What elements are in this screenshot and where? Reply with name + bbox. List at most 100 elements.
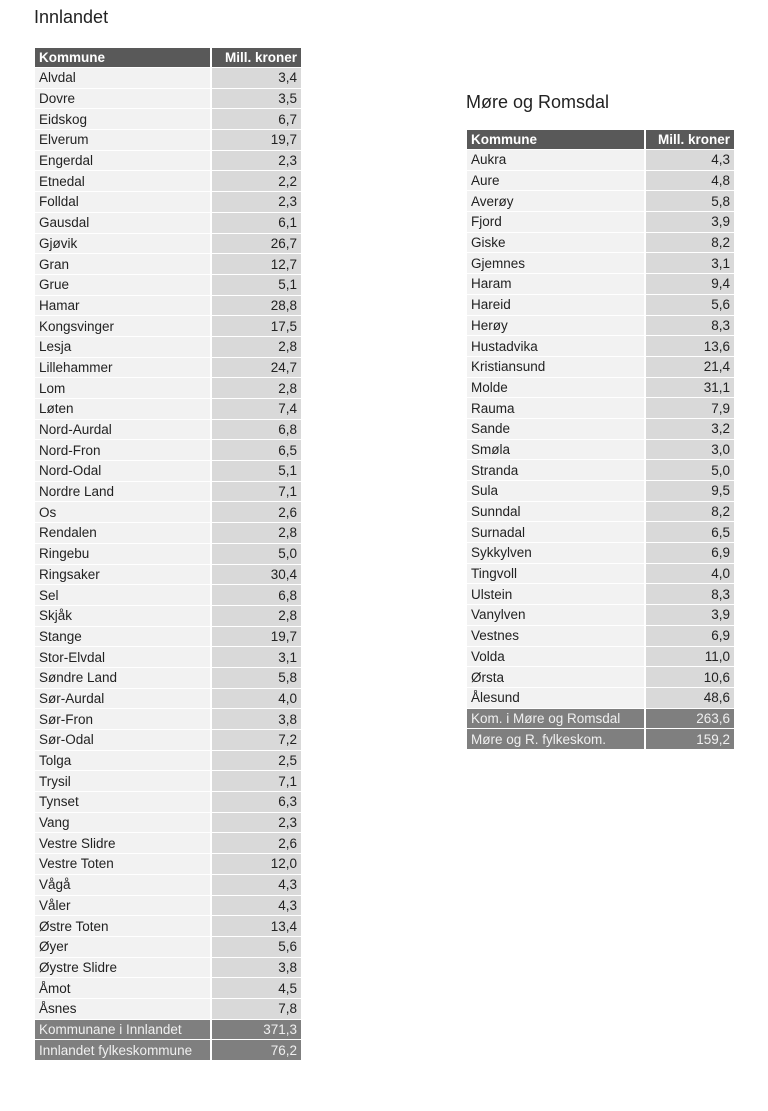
kommune-cell: Grue <box>35 274 210 295</box>
kommune-cell: Gjemnes <box>467 253 644 274</box>
kommune-cell: Hustadvika <box>467 336 644 356</box>
value-cell: 2,3 <box>211 192 301 212</box>
header-kommune: Kommune <box>35 48 210 67</box>
kommune-cell: Sula <box>467 481 644 501</box>
value-cell: 19,7 <box>211 626 301 647</box>
table-row: Sør-Odal 7,2 <box>35 730 301 750</box>
value-cell: 3,2 <box>645 418 734 439</box>
table-row: Vestre Toten 12,0 <box>35 854 301 874</box>
table-row: Rendalen 2,8 <box>35 523 301 543</box>
table-row: Trysil 7,1 <box>35 771 301 792</box>
value-cell: 159,2 <box>645 729 734 749</box>
kommune-cell: Folldal <box>35 192 210 212</box>
table-row: Sula 9,5 <box>467 481 734 501</box>
kommune-cell: Vestre Slidre <box>35 833 210 854</box>
table-row: Aukra 4,3 <box>467 150 734 170</box>
header-row: Kommune Mill. kroner <box>467 130 734 149</box>
table-row: Elverum 19,7 <box>35 130 301 150</box>
table-row: Molde 31,1 <box>467 377 734 398</box>
value-cell: 2,3 <box>211 812 301 833</box>
kommune-cell: Åmot <box>35 978 210 998</box>
value-cell: 2,8 <box>211 523 301 543</box>
table-row: Smøla 3,0 <box>467 439 734 460</box>
value-cell: 2,2 <box>211 171 301 192</box>
kommune-cell: Ulstein <box>467 584 644 605</box>
kommune-cell: Kom. i Møre og Romsdal <box>467 708 644 729</box>
kommune-cell: Tingvoll <box>467 563 644 584</box>
kommune-cell: Ålesund <box>467 687 644 708</box>
kommune-cell: Stor-Elvdal <box>35 647 210 667</box>
kommune-cell: Stange <box>35 626 210 647</box>
table-row: Lesja 2,8 <box>35 336 301 357</box>
value-cell: 9,5 <box>645 481 734 501</box>
header-mill-kroner: Mill. kroner <box>645 130 734 149</box>
table-row: Sør-Fron 3,8 <box>35 709 301 729</box>
value-cell: 5,6 <box>211 936 301 957</box>
value-cell: 8,2 <box>645 232 734 253</box>
value-cell: 17,5 <box>211 316 301 336</box>
value-cell: 6,8 <box>211 419 301 440</box>
value-cell: 30,4 <box>211 564 301 585</box>
table-row: Vanylven 3,9 <box>467 605 734 625</box>
table-row: Ålesund 48,6 <box>467 687 734 708</box>
table-row: Averøy 5,8 <box>467 191 734 212</box>
kommune-cell: Ringsaker <box>35 564 210 585</box>
value-cell: 7,8 <box>211 998 301 1019</box>
value-cell: 4,0 <box>645 563 734 584</box>
kommune-cell: Våler <box>35 895 210 916</box>
value-cell: 2,8 <box>211 336 301 357</box>
value-cell: 21,4 <box>645 356 734 377</box>
value-cell: 6,5 <box>211 440 301 461</box>
value-cell: 76,2 <box>211 1040 301 1060</box>
value-cell: 3,1 <box>645 253 734 274</box>
value-cell: 10,6 <box>645 667 734 687</box>
value-cell: 5,8 <box>645 191 734 212</box>
kommune-cell: Rendalen <box>35 523 210 543</box>
table-row: Alvdal 3,4 <box>35 68 301 88</box>
kommune-cell: Gausdal <box>35 212 210 233</box>
header-row: Kommune Mill. kroner <box>35 48 301 67</box>
kommune-cell: Aukra <box>467 150 644 170</box>
value-cell: 6,8 <box>211 585 301 605</box>
value-cell: 8,2 <box>645 501 734 522</box>
value-cell: 4,8 <box>645 170 734 191</box>
value-cell: 4,3 <box>645 150 734 170</box>
table-row: Nord-Odal 5,1 <box>35 461 301 481</box>
kommune-cell: Skjåk <box>35 605 210 626</box>
kommune-cell: Giske <box>467 232 644 253</box>
kommune-cell: Nordre Land <box>35 481 210 502</box>
kommune-cell: Gjøvik <box>35 233 210 254</box>
value-cell: 4,5 <box>211 978 301 998</box>
value-cell: 4,0 <box>211 688 301 709</box>
value-cell: 26,7 <box>211 233 301 254</box>
kommune-cell: Tynset <box>35 792 210 812</box>
header-kommune: Kommune <box>467 130 644 149</box>
kommune-cell: Os <box>35 502 210 523</box>
value-cell: 9,4 <box>645 274 734 294</box>
total-row: Møre og R. fylkeskom. 159,2 <box>467 729 734 749</box>
table-row: Gran 12,7 <box>35 254 301 274</box>
kommune-cell: Vågå <box>35 874 210 895</box>
table-row: Sel 6,8 <box>35 585 301 605</box>
kommune-cell: Etnedal <box>35 171 210 192</box>
innlandet-table: Kommune Mill. kroner Alvdal 3,4 Dovre 3,5 Ei… <box>33 47 303 1061</box>
table-row: Nord-Fron 6,5 <box>35 440 301 461</box>
value-cell: 7,1 <box>211 771 301 792</box>
kommune-cell: Hareid <box>467 294 644 315</box>
kommune-cell: Gran <box>35 254 210 274</box>
kommune-cell: Sunndal <box>467 501 644 522</box>
kommune-cell: Østre Toten <box>35 916 210 936</box>
value-cell: 3,5 <box>211 88 301 109</box>
table-row: Tynset 6,3 <box>35 792 301 812</box>
value-cell: 7,2 <box>211 730 301 750</box>
value-cell: 28,8 <box>211 295 301 316</box>
kommune-cell: Smøla <box>467 439 644 460</box>
table-row: Grue 5,1 <box>35 274 301 295</box>
value-cell: 6,9 <box>645 625 734 646</box>
table-row: Stranda 5,0 <box>467 460 734 480</box>
value-cell: 5,8 <box>211 667 301 688</box>
value-cell: 263,6 <box>645 708 734 729</box>
table-row: Rauma 7,9 <box>467 398 734 418</box>
value-cell: 3,1 <box>211 647 301 667</box>
kommune-cell: Eidskog <box>35 109 210 130</box>
